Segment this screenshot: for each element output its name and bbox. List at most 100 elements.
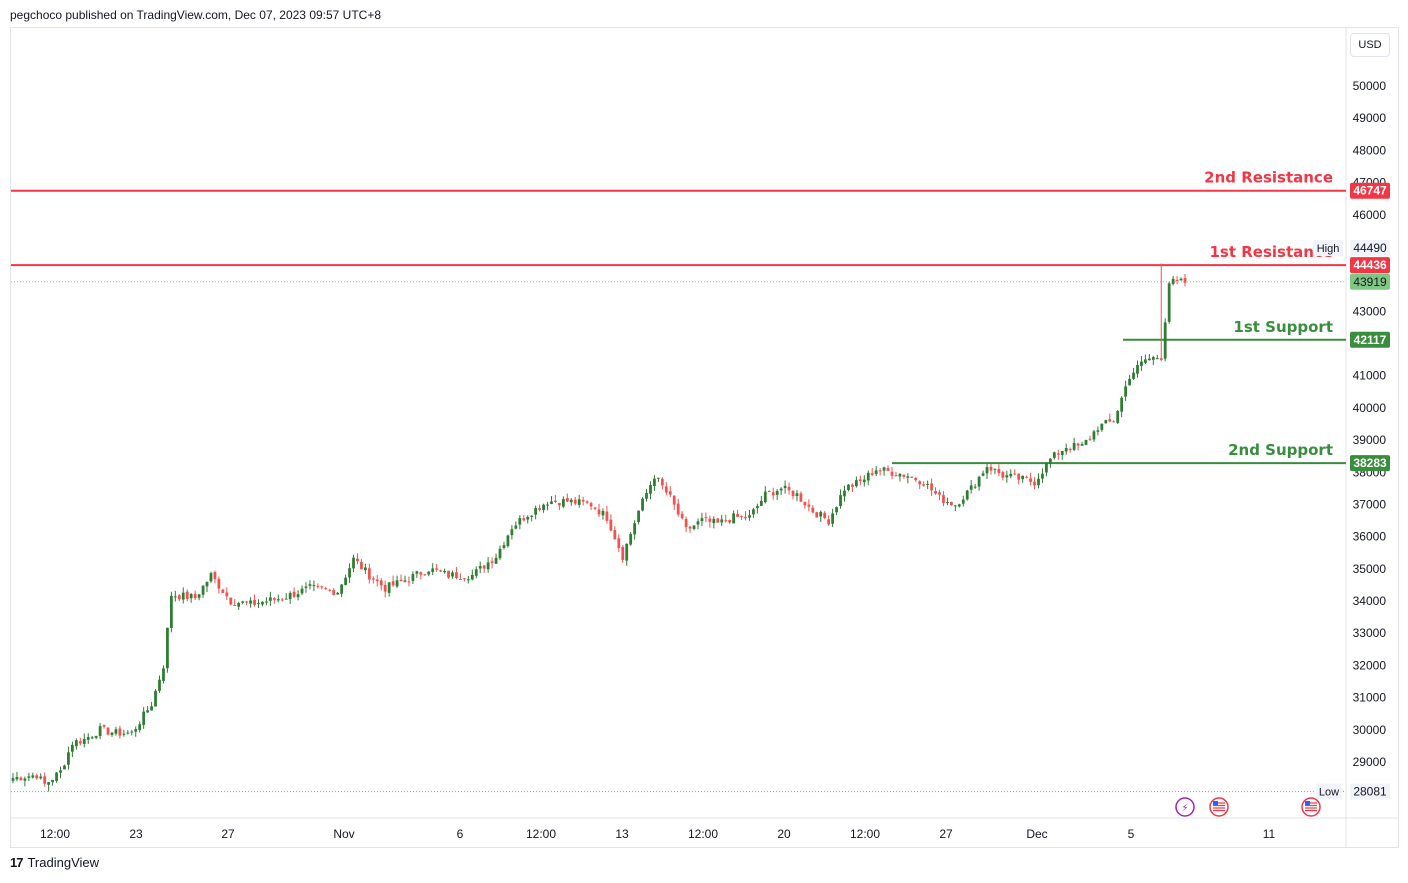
x-tick-label: 27 [939, 827, 953, 841]
candle-up [969, 480, 973, 494]
candle-body [1056, 453, 1060, 455]
candle-body [1144, 359, 1147, 363]
candle-up [364, 563, 367, 574]
lightning-event-icon[interactable]: ⚡ [1175, 797, 1195, 817]
candle-up [645, 489, 648, 502]
candle-down [320, 585, 324, 590]
candle-body [1096, 430, 1100, 432]
candle-body [1084, 439, 1088, 445]
currency-button[interactable]: USD [1350, 33, 1390, 57]
us-flag-event-icon[interactable] [1209, 797, 1229, 817]
y-tick-label: 50000 [1353, 79, 1387, 93]
candle-down [716, 518, 720, 523]
candle-down [886, 465, 890, 471]
candle-body [961, 499, 965, 504]
candle-up [542, 503, 545, 513]
candle-up [653, 475, 656, 491]
candle-body [791, 490, 795, 497]
candle-down [78, 737, 82, 746]
candle-down [918, 480, 922, 490]
candle-up [1179, 277, 1183, 281]
candle-body [866, 472, 870, 481]
candle-body [787, 486, 791, 491]
candle-up [1100, 423, 1104, 432]
candle-body [744, 516, 747, 519]
candle-body [1120, 397, 1124, 412]
candle-body [676, 503, 680, 515]
candle-body [1128, 378, 1131, 386]
candle-up [189, 593, 193, 603]
candle-up [1120, 396, 1124, 418]
candle-body [316, 586, 320, 588]
candle-down [989, 464, 993, 475]
candle-body [811, 507, 815, 513]
candle-up [981, 470, 985, 477]
y-tick-label: 48000 [1353, 143, 1387, 157]
candle-body [720, 519, 724, 523]
y-tick-label: 49000 [1353, 111, 1387, 125]
candle-body [728, 520, 732, 523]
candle-down [1076, 442, 1080, 451]
candle-body [35, 775, 39, 779]
candle-down [894, 471, 898, 477]
candle-up [181, 587, 185, 604]
candle-up [205, 581, 209, 593]
candle-body [1076, 443, 1080, 446]
candle-body [858, 479, 862, 482]
candle-body [71, 744, 74, 752]
candle-body [1009, 473, 1013, 477]
candle-down [938, 489, 941, 501]
candle-body [637, 510, 640, 523]
candle-body [704, 517, 708, 519]
candle-up [1147, 354, 1151, 361]
candle-down [807, 499, 811, 512]
candle-body [910, 476, 914, 478]
candle-up [569, 498, 573, 506]
candle-up [265, 597, 268, 606]
footer-brand[interactable]: 17 TradingView [10, 855, 99, 870]
us-flag-event-icon[interactable] [1301, 797, 1321, 817]
candle-down [787, 482, 791, 495]
candle-body [870, 473, 874, 475]
candle-body [740, 515, 743, 517]
candle-up [47, 782, 51, 792]
candle-down [490, 557, 494, 569]
levels-layer [11, 189, 1346, 793]
candle-body [245, 601, 248, 603]
candle-up [296, 590, 300, 601]
candle-body [94, 735, 98, 738]
candle-body [1080, 444, 1084, 446]
price-tag-bg [1350, 182, 1390, 199]
candle-down [233, 599, 237, 607]
candle-body [625, 543, 629, 561]
candle-up [696, 518, 700, 530]
candle-body [835, 507, 838, 513]
candle-down [1159, 263, 1163, 361]
candle-up [1037, 473, 1040, 489]
candle-body [736, 513, 739, 517]
candle-body [383, 584, 387, 592]
candle-body [1151, 357, 1155, 360]
candle-body [82, 738, 86, 744]
candle-up [882, 466, 886, 476]
candle-body [1060, 450, 1064, 456]
candle-up [142, 707, 146, 729]
candle-body [732, 513, 736, 524]
candle-up [300, 585, 304, 596]
candle-up [1021, 475, 1025, 483]
candle-body [1037, 478, 1040, 486]
candle-up [819, 510, 823, 522]
candle-body [1064, 448, 1068, 452]
candle-body [645, 492, 648, 499]
event-circle [1209, 797, 1229, 817]
candle-body [268, 597, 272, 601]
candle-down [316, 583, 320, 589]
candle-body [878, 470, 882, 472]
x-axis: 12:00 23 27 Nov 6 12:00 13 12:00 20 12:00 27 Dec 5 11 [40, 827, 1276, 841]
candle-down [462, 577, 466, 582]
candle-down [573, 496, 577, 506]
candle-down [581, 496, 585, 506]
candle-down [1175, 276, 1179, 285]
candle-up [344, 574, 347, 586]
